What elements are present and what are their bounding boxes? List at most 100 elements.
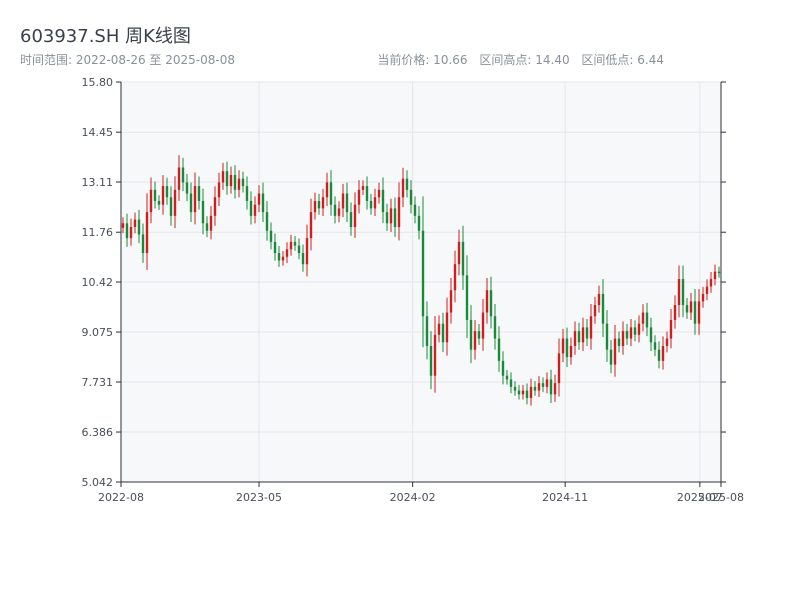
candle-body [629, 327, 633, 339]
candle-body [601, 293, 605, 324]
candle-body [485, 290, 489, 313]
candle-body [529, 386, 533, 399]
candle-body [205, 223, 209, 231]
candle-body [413, 204, 417, 216]
candle-body [421, 230, 425, 317]
candle-body [625, 331, 629, 339]
candle-body [141, 234, 145, 254]
candle-body [493, 316, 497, 339]
candle-body [337, 208, 341, 216]
candle-body [169, 197, 173, 216]
candle-body [353, 204, 357, 228]
candle-body [277, 253, 281, 261]
candle-body [185, 182, 189, 194]
candle-body [653, 342, 657, 350]
candle-body [417, 215, 421, 231]
candle-body [301, 253, 305, 265]
x-tick-label: 2025-07 [677, 491, 723, 504]
candle-body [385, 212, 389, 224]
candle-body [701, 293, 705, 302]
candle-body [261, 193, 265, 213]
candle-body [325, 182, 329, 198]
candle-body [377, 189, 381, 198]
axes: 5.042 6.386 7.731 9.075 10.42 11.76 13.11 14.45… [82, 76, 744, 504]
chart-title: 603937.SH 周K线图 [20, 26, 191, 47]
candle-body [273, 241, 277, 254]
candle-body [321, 197, 325, 209]
candle-body [357, 189, 361, 205]
y-tick-label: 15.80 [82, 76, 114, 89]
price-stats: 当前价格: 10.66 区间高点: 14.40 区间低点: 6.44 [377, 51, 664, 68]
candle-body [617, 338, 621, 346]
candle-body [281, 256, 285, 261]
candle-body [577, 331, 581, 343]
candle-body [333, 204, 337, 216]
candle-body [133, 219, 137, 228]
candle-body [129, 227, 133, 239]
date-range-label: 时间范围: 2022-08-26 至 2025-08-08 [20, 53, 235, 67]
candle-body [393, 208, 397, 228]
candle-body [453, 264, 457, 291]
current-price-label: 当前价格: 10.66 [377, 53, 468, 67]
x-tick-label: 2022-08 [98, 491, 144, 504]
candle-body [589, 316, 593, 339]
y-tick-label: 6.386 [82, 426, 114, 439]
candle-body [149, 189, 153, 213]
candle-body [697, 301, 701, 324]
candle-body [641, 312, 645, 324]
candle-body [265, 212, 269, 231]
candle-body [237, 178, 241, 190]
candle-body [165, 186, 169, 198]
candle-body [593, 305, 597, 317]
candle-body [645, 312, 649, 328]
candle-body [477, 331, 481, 339]
candle-body [525, 390, 529, 399]
candle-body [473, 331, 477, 350]
candle-body [125, 223, 129, 239]
candle-body [297, 245, 301, 254]
x-tick-label: 2023-05 [236, 491, 282, 504]
candle-body [221, 171, 225, 183]
candle-body [661, 345, 665, 361]
candle-body [693, 301, 697, 324]
candle-body [557, 353, 561, 384]
candle-body [509, 379, 513, 387]
candle-body [401, 178, 405, 198]
candle-body [469, 319, 473, 350]
candle-body [217, 182, 221, 198]
candle-body [173, 189, 177, 216]
candle-body [349, 212, 353, 228]
candle-body [705, 286, 709, 294]
x-tick-label: 2024-11 [542, 491, 588, 504]
candle-body [305, 238, 309, 265]
candle-body [581, 327, 585, 343]
candle-body [257, 193, 261, 205]
candle-body [541, 383, 545, 387]
candle-body [669, 319, 673, 339]
candle-body [397, 197, 401, 228]
candle-body [673, 305, 677, 320]
candle-body [249, 200, 253, 216]
candle-body [569, 345, 573, 358]
candle-body [309, 212, 313, 239]
x-tick-label: 2024-02 [390, 491, 436, 504]
candle-body [153, 189, 157, 201]
candle-body [717, 271, 721, 274]
candle-body [561, 338, 565, 354]
candle-body [437, 323, 441, 335]
candle-body [461, 241, 465, 276]
candle-body [521, 390, 525, 395]
y-tick-label: 9.075 [82, 326, 114, 339]
candle-body [685, 305, 689, 313]
candle-body [613, 338, 617, 365]
candle-body [517, 390, 521, 395]
candle-body [137, 219, 141, 235]
candle-body [585, 327, 589, 339]
candle-body [637, 323, 641, 335]
candle-body [365, 186, 369, 201]
candle-body [481, 312, 485, 339]
candle-body [713, 271, 717, 280]
candle-body [225, 171, 229, 187]
range-high-label: 区间高点: 14.40 [479, 53, 570, 67]
candle-body [233, 174, 237, 190]
